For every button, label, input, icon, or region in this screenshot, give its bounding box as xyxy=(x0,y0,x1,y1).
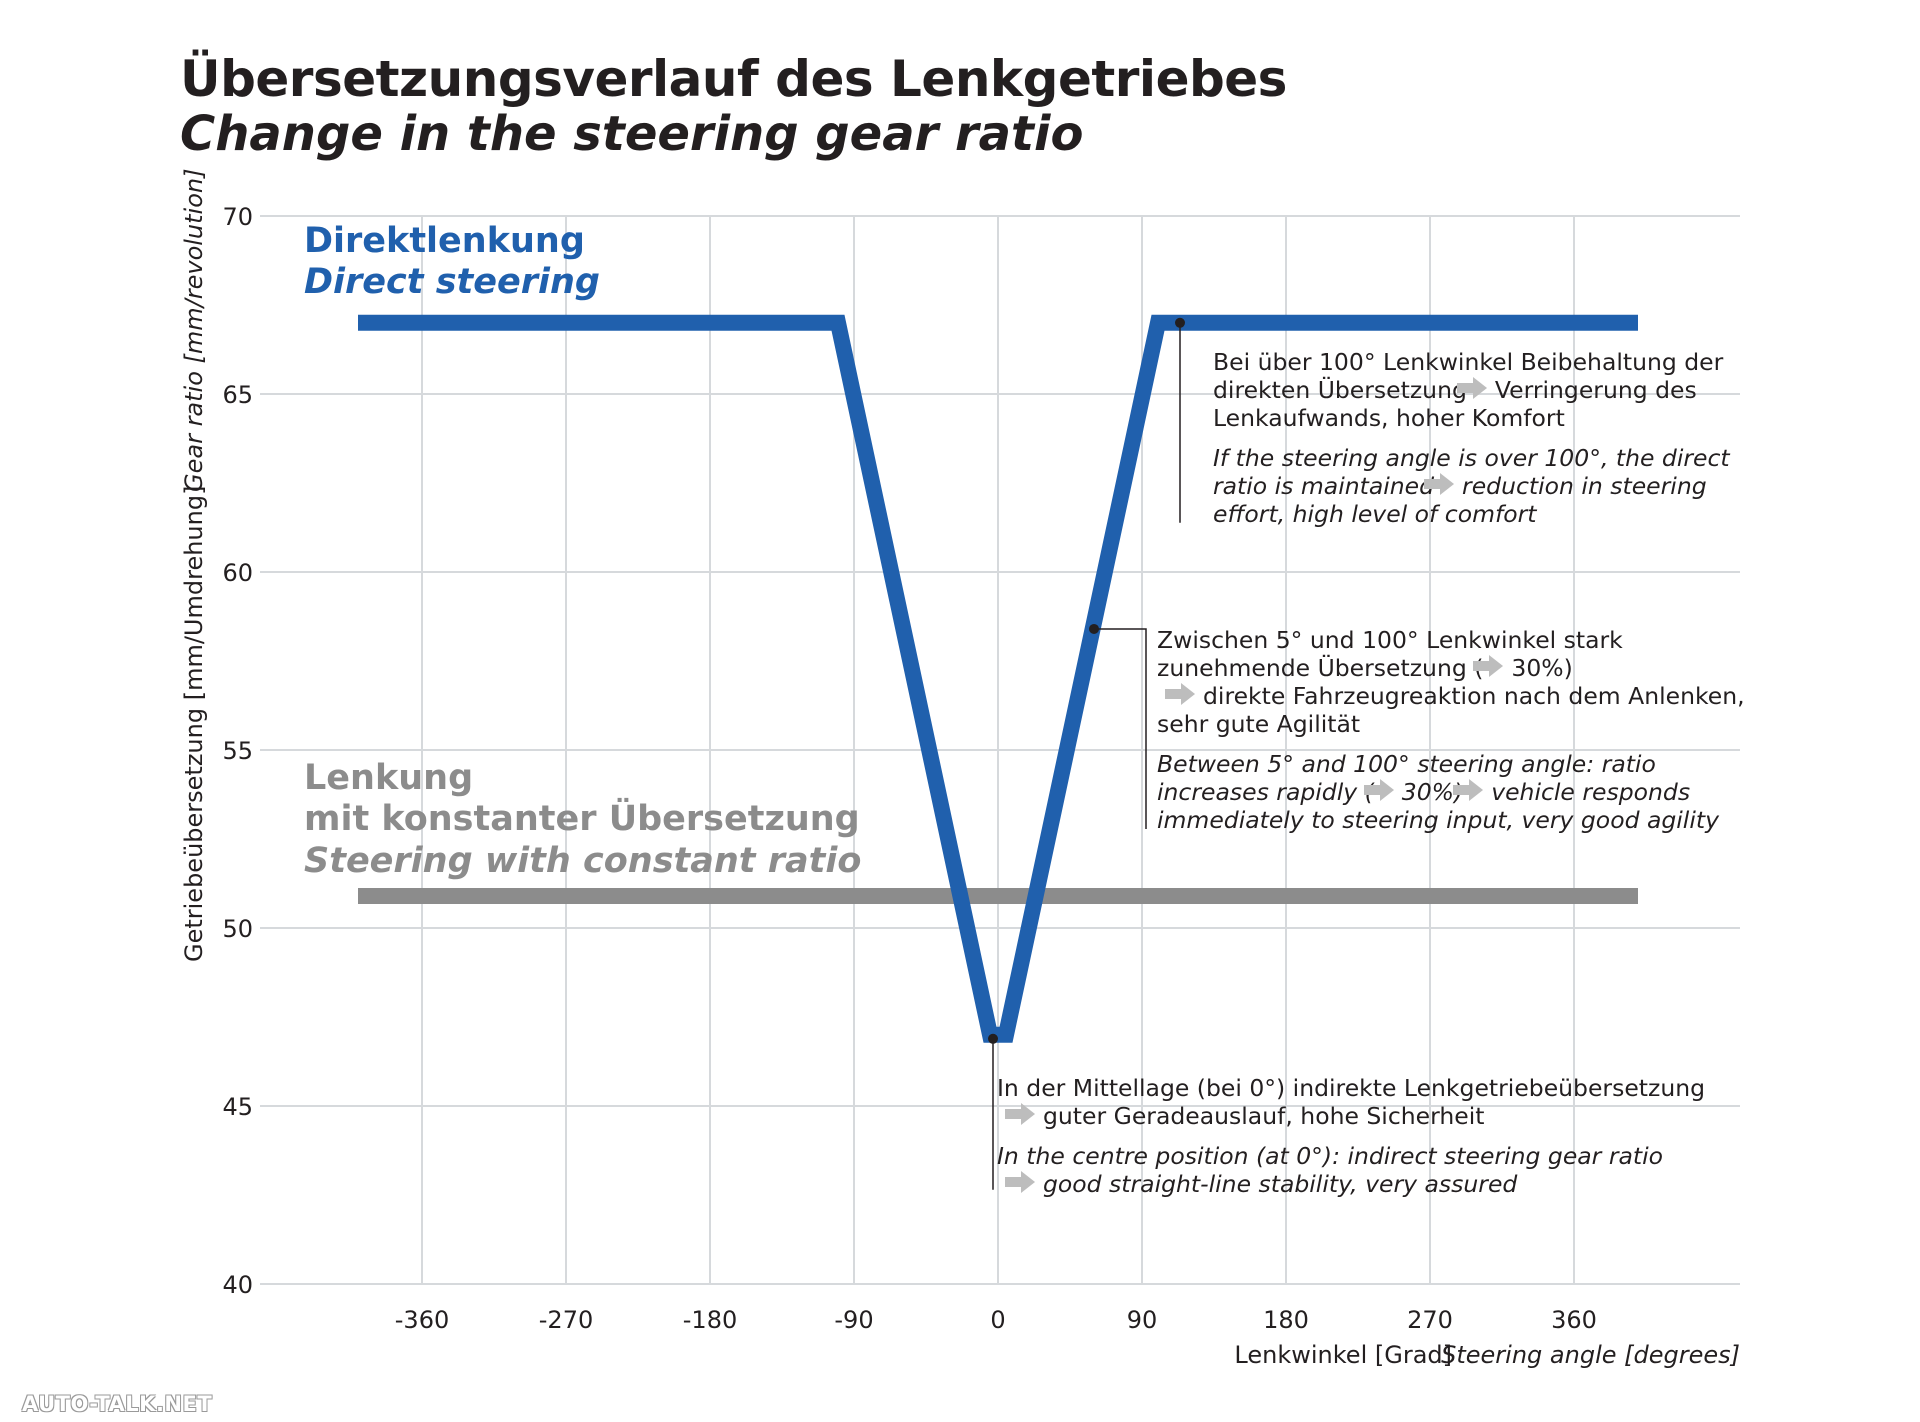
right-arrow-icon xyxy=(1363,779,1394,801)
legend-direct-de: Direktlenkung xyxy=(304,221,585,261)
leader-line-mid xyxy=(1094,628,1147,829)
leader-dot-bottom xyxy=(988,1033,998,1044)
x-tick-label: 0 xyxy=(990,1306,1005,1334)
ann-bottom-en-1: In the centre position (at 0°): indirect… xyxy=(997,1142,1663,1170)
y-axis-label-en: Gear ratio [mm/revolution] xyxy=(180,169,208,492)
ann-top-en-2: ratio is maintained reduction in steering xyxy=(1213,472,1707,500)
y-tick-label: 40 xyxy=(222,1271,253,1299)
series-layer xyxy=(358,314,1638,1043)
ann-bottom-de-2: guter Geradeauslauf, hohe Sicherheit xyxy=(997,1102,1705,1130)
ann-top-de-3: Lenkaufwands, hoher Komfort xyxy=(1213,404,1565,432)
right-arrow-icon xyxy=(1453,779,1484,801)
ann-mid-en-3: immediately to steering input, very good… xyxy=(1157,806,1719,834)
ann-mid-de-2: zunehmende Übersetzung (30%) xyxy=(1157,654,1573,682)
y-tick-label: 50 xyxy=(222,915,253,943)
legend-direct-steering: Direktlenkung Direct steering xyxy=(304,221,600,304)
leader-dot-top xyxy=(1175,317,1185,328)
legend-direct-en: Direct steering xyxy=(304,262,600,303)
right-arrow-icon xyxy=(1005,1103,1035,1125)
ann-top-en-1: If the steering angle is over 100°, the … xyxy=(1213,444,1730,472)
right-arrow-icon xyxy=(1424,473,1455,495)
y-tick-labels: 40 45 50 55 60 65 70 xyxy=(222,203,253,1299)
y-tick-label: 65 xyxy=(222,381,253,409)
x-tick-label: 270 xyxy=(1407,1306,1453,1334)
right-arrow-icon xyxy=(1165,683,1195,705)
watermark: AUTO-TALK.NET xyxy=(22,1392,213,1416)
legend-constant-de-1: Lenkung xyxy=(304,758,474,798)
ann-top-de-2: direkten Übersetzung Verringerung des xyxy=(1213,376,1697,404)
ann-mid-de-1: Zwischen 5° und 100° Lenkwinkel stark xyxy=(1157,626,1623,654)
x-axis-label-en: Steering angle [degrees] xyxy=(1441,1341,1740,1369)
annotation-bottom: In der Mittellage (bei 0°) indirekte Len… xyxy=(997,1074,1705,1198)
annotation-leaders xyxy=(988,317,1185,1190)
x-tick-label: 90 xyxy=(1127,1306,1158,1334)
ann-bottom-en-2: good straight-line stability, very assur… xyxy=(997,1170,1705,1198)
y-tick-label: 60 xyxy=(222,559,253,587)
annotation-top: Bei über 100° Lenkwinkel Beibehaltung de… xyxy=(1213,348,1730,528)
ann-top-en-3: effort, high level of comfort xyxy=(1213,500,1537,528)
ann-bottom-de-1: In der Mittellage (bei 0°) indirekte Len… xyxy=(997,1074,1706,1102)
y-tick-label: 55 xyxy=(222,737,253,765)
legend-constant-de-2: mit konstanter Übersetzung xyxy=(304,799,860,840)
annotation-mid: Zwischen 5° und 100° Lenkwinkel stark zu… xyxy=(1157,626,1745,834)
y-tick-label: 70 xyxy=(222,203,253,231)
y-tick-label: 45 xyxy=(222,1093,253,1121)
legend-constant-en: Steering with constant ratio xyxy=(304,840,862,881)
y-axis-label-de: Getriebeübersetzung [mm/Umdrehung] xyxy=(180,486,208,962)
x-tick-label: 360 xyxy=(1551,1306,1597,1334)
chart-title-en: Change in the steering gear ratio xyxy=(180,106,1084,162)
right-arrow-icon xyxy=(1005,1171,1035,1193)
x-tick-label: -90 xyxy=(834,1306,873,1334)
x-tick-label: 180 xyxy=(1263,1306,1309,1334)
series-line-direct-steering xyxy=(358,314,1638,1043)
x-tick-label: -360 xyxy=(395,1306,449,1334)
x-tick-label: -180 xyxy=(683,1306,737,1334)
x-axis-label-de: Lenkwinkel [Grad] xyxy=(1234,1341,1452,1369)
ann-mid-en-1: Between 5° and 100° steering angle: rati… xyxy=(1157,750,1656,778)
chart-title-de: Übersetzungsverlauf des Lenkgetriebes xyxy=(180,50,1287,108)
leader-dot-mid xyxy=(1089,623,1099,634)
ann-mid-de-3: direkte Fahrzeugreaktion nach dem Anlenk… xyxy=(1157,682,1745,710)
ann-mid-en-2: increases rapidly (30%) vehicle responds xyxy=(1157,778,1691,806)
ann-top-de-1: Bei über 100° Lenkwinkel Beibehaltung de… xyxy=(1213,348,1724,376)
right-arrow-icon xyxy=(1473,655,1504,677)
ann-mid-de-4: sehr gute Agilität xyxy=(1157,710,1361,738)
right-arrow-icon xyxy=(1456,377,1487,399)
legend-constant-ratio: Lenkung mit konstanter Übersetzung Steer… xyxy=(304,758,861,882)
x-tick-labels: -360 -270 -180 -90 0 90 180 270 360 xyxy=(395,1306,1597,1334)
x-tick-label: -270 xyxy=(539,1306,593,1334)
